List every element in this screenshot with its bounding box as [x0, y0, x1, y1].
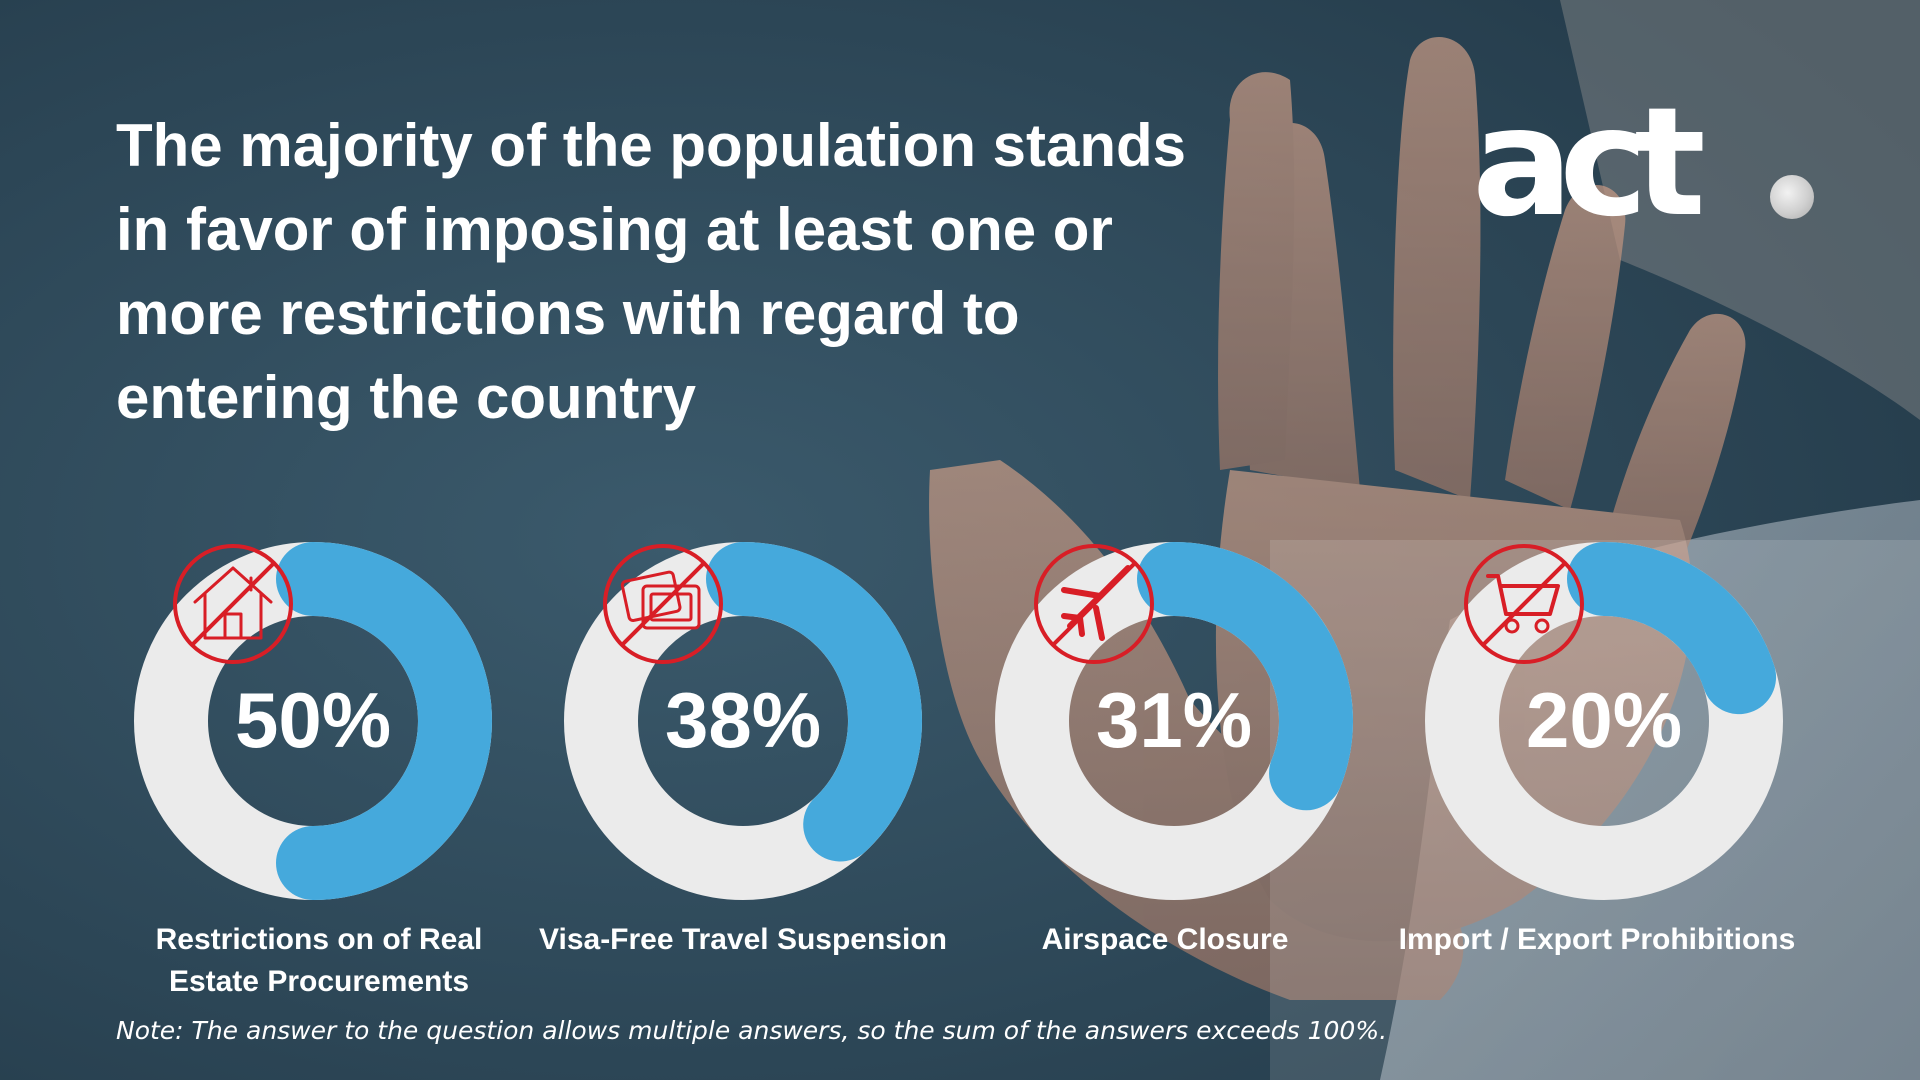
donut-2: 38% [564, 542, 922, 900]
footnote: Note: The answer to the question allows … [116, 1016, 1388, 1045]
donut-value-arc [1137, 542, 1353, 811]
category-label-import-export: Import / Export Prohibitions [1398, 923, 1796, 956]
no-house-icon [173, 544, 293, 664]
donut-value-label: 31% [1096, 676, 1252, 764]
donut-value-arc [1567, 542, 1777, 715]
no-shopping-cart-icon [1464, 544, 1584, 664]
no-airplane-icon [1034, 544, 1154, 664]
category-label-real-estate: Restrictions on of Real Estate Procureme… [155, 923, 483, 998]
right-overlay-panel [1270, 540, 1920, 1080]
donut-4: 20% [1425, 542, 1783, 900]
donut-value-arc [706, 542, 922, 862]
donut-1: 50% [134, 542, 492, 900]
donut-value-label: 50% [235, 676, 391, 764]
donut-value-label: 38% [665, 676, 821, 764]
headline: The majority of the population stands in… [116, 112, 1187, 431]
logo-seal-icon [1770, 175, 1814, 219]
category-label-airspace: Airspace Closure [1041, 923, 1289, 956]
donut-value-arc [276, 542, 492, 900]
donut-3: 31% [995, 542, 1353, 900]
shoulder-shape [1560, 0, 1920, 420]
no-passport-icon [603, 544, 723, 664]
category-label-visa-free-travel: Visa-Free Travel Suspension [539, 923, 947, 956]
logo-wordmark: act [1472, 76, 1706, 250]
donut-value-label: 20% [1526, 676, 1682, 764]
act-logo: act [1472, 88, 1824, 238]
